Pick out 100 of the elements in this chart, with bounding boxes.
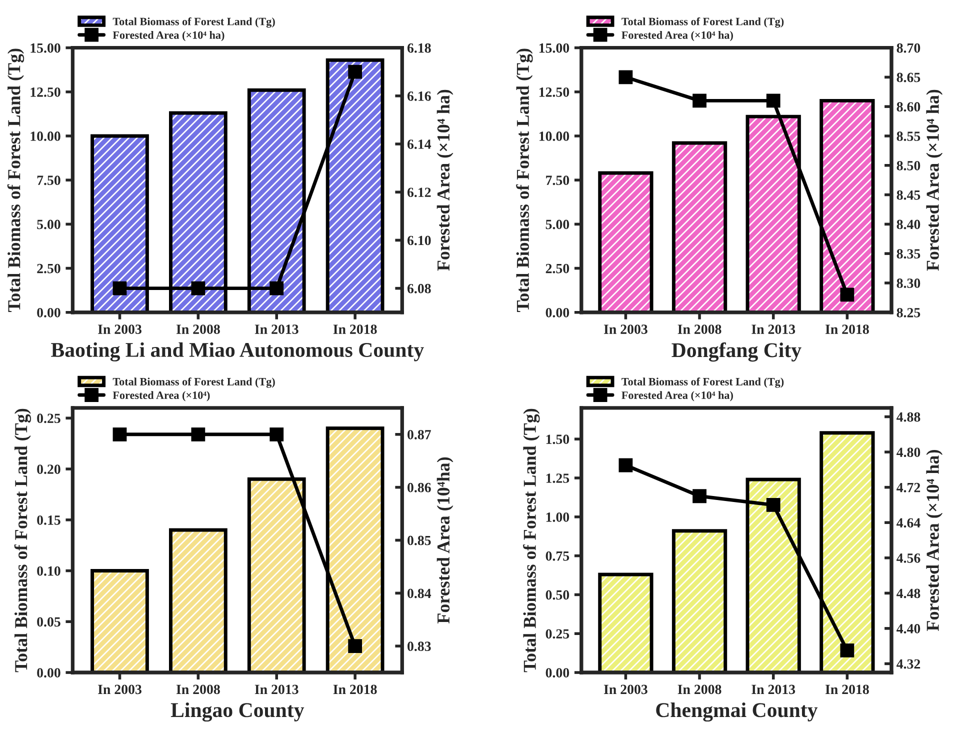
x-tick-label: In 2018 xyxy=(825,324,869,334)
y-tick-label: 15.00 xyxy=(539,43,570,53)
y2-axis-title: Forested Area (×10⁴ ha) xyxy=(436,90,454,271)
y-axis-title: Total Biomass of Forest Land (Tg) xyxy=(7,48,24,312)
y-tick-label: 1.50 xyxy=(546,434,570,444)
y2-tick-label: 0.83 xyxy=(408,642,431,652)
y-tick-label: 2.50 xyxy=(37,264,60,274)
y-tick-label: 0.00 xyxy=(546,668,570,678)
point xyxy=(618,458,633,472)
legend-label: Forested Area (×10⁴ ha) xyxy=(622,391,733,402)
x-tick-label: In 2008 xyxy=(678,684,722,694)
y2-tick-label: 6.18 xyxy=(407,43,431,53)
y-tick-label: 7.50 xyxy=(546,176,570,186)
legend-label: Total Biomass of Forest Land (Tg) xyxy=(622,17,784,28)
y2-tick-label: 6.10 xyxy=(407,236,431,246)
y-tick-label: 5.00 xyxy=(546,220,570,230)
y-axis-title: Total Biomass of Forest Land (Tg) xyxy=(516,48,533,312)
x-tick-label: In 2008 xyxy=(176,684,220,694)
y2-axis-title: Forested Area (10⁴ha) xyxy=(436,457,454,624)
y2-tick-label: 8.45 xyxy=(896,190,920,200)
x-tick-label: In 2013 xyxy=(254,324,298,334)
legend-label: Total Biomass of Forest Land (Tg) xyxy=(112,17,275,28)
y-tick-label: 12.50 xyxy=(30,87,60,97)
point xyxy=(766,94,780,108)
legend-label: Forested Area (×10⁴ ha) xyxy=(112,31,224,42)
x-tick-label: In 2018 xyxy=(333,324,377,334)
y-tick-label: 0.25 xyxy=(546,629,570,639)
y2-axis-title: Forested Area (×10⁴ ha) xyxy=(926,90,943,271)
y2-axis-title: Forested Area (×10⁴ ha) xyxy=(926,450,943,631)
y2-tick-label: 6.14 xyxy=(407,140,432,150)
y2-tick-label: 8.40 xyxy=(896,220,920,230)
x-axis-title: Baoting Li and Miao Autonomous County xyxy=(51,342,424,362)
y2-tick-label: 8.65 xyxy=(896,72,920,82)
y2-tick-label: 4.88 xyxy=(896,412,920,422)
y2-tick-label: 4.32 xyxy=(896,659,920,669)
y-tick-label: 7.50 xyxy=(37,176,60,186)
y-tick-label: 15.00 xyxy=(30,43,60,53)
x-axis-title: Lingao County xyxy=(170,702,304,722)
y-axis-title: Total Biomass of Forest Land (Tg) xyxy=(14,408,32,672)
y2-tick-label: 6.12 xyxy=(407,188,431,198)
y2-tick-label: 8.70 xyxy=(896,43,920,53)
y-tick-label: 10.00 xyxy=(30,132,60,141)
y2-tick-label: 4.56 xyxy=(896,553,920,563)
point xyxy=(840,644,854,658)
x-tick-label: In 2013 xyxy=(254,684,298,694)
x-tick-label: In 2013 xyxy=(752,684,796,694)
legend-label: Total Biomass of Forest Land (Tg) xyxy=(112,378,275,388)
x-tick-label: In 2018 xyxy=(825,684,869,694)
legend-label: Total Biomass of Forest Land (Tg) xyxy=(622,378,784,388)
y2-tick-label: 8.55 xyxy=(896,132,920,141)
y-tick-label: 0.00 xyxy=(37,668,60,678)
y2-tick-label: 4.64 xyxy=(896,518,920,528)
y-tick-label: 2.50 xyxy=(546,264,570,274)
x-tick-label: In 2003 xyxy=(604,324,648,334)
y-tick-label: 12.50 xyxy=(539,87,570,97)
y2-tick-label: 8.60 xyxy=(896,102,920,112)
y2-tick-label: 6.08 xyxy=(407,284,431,294)
y2-tick-label: 0.86 xyxy=(408,482,431,492)
x-tick-label: In 2018 xyxy=(333,684,377,694)
y-tick-label: 0.00 xyxy=(546,308,570,318)
x-tick-label: In 2003 xyxy=(98,684,142,694)
y2-tick-label: 4.72 xyxy=(896,482,920,492)
y-tick-label: 0.00 xyxy=(37,308,60,318)
y-tick-label: 10.00 xyxy=(539,132,570,141)
legend-label: Forested Area (×10⁴ ha) xyxy=(622,31,733,42)
y2-tick-label: 8.30 xyxy=(896,278,920,288)
x-tick-label: In 2003 xyxy=(604,684,648,694)
y-tick-label: 0.25 xyxy=(37,414,60,424)
y2-tick-label: 8.35 xyxy=(896,249,920,259)
x-axis-title: Chengmai County xyxy=(656,702,818,722)
y-tick-label: 1.25 xyxy=(546,474,570,483)
y2-tick-label: 8.25 xyxy=(896,308,920,318)
y-tick-label: 0.75 xyxy=(546,551,570,561)
point xyxy=(618,70,633,84)
y-tick-label: 0.10 xyxy=(37,566,60,576)
y-axis-title: Total Biomass of Forest Land (Tg) xyxy=(523,408,540,672)
y-tick-label: 0.05 xyxy=(37,617,60,627)
point xyxy=(692,94,706,108)
y-tick-label: 1.00 xyxy=(546,512,570,522)
y2-tick-label: 4.80 xyxy=(896,448,920,458)
y2-tick-label: 0.84 xyxy=(408,588,432,598)
point xyxy=(766,498,780,512)
x-tick-label: In 2008 xyxy=(678,324,722,334)
x-tick-label: In 2013 xyxy=(752,324,796,334)
x-axis-title: Dongfang City xyxy=(672,342,802,362)
x-tick-label: In 2008 xyxy=(176,324,220,334)
y-tick-label: 5.00 xyxy=(37,220,60,230)
legend-label: Forested Area (×10⁴) xyxy=(112,391,210,402)
point xyxy=(840,288,854,302)
y2-tick-label: 0.87 xyxy=(408,430,431,440)
y2-tick-label: 4.48 xyxy=(896,588,920,598)
y2-tick-label: 4.40 xyxy=(896,624,920,634)
y2-tick-label: 8.50 xyxy=(896,160,920,170)
y2-tick-label: 0.85 xyxy=(408,536,431,546)
y2-tick-label: 6.16 xyxy=(407,92,431,101)
x-tick-label: In 2003 xyxy=(98,324,142,334)
point xyxy=(692,489,706,504)
y-tick-label: 0.20 xyxy=(37,464,60,474)
y-tick-label: 0.15 xyxy=(37,515,60,525)
y-tick-label: 0.50 xyxy=(546,590,570,600)
